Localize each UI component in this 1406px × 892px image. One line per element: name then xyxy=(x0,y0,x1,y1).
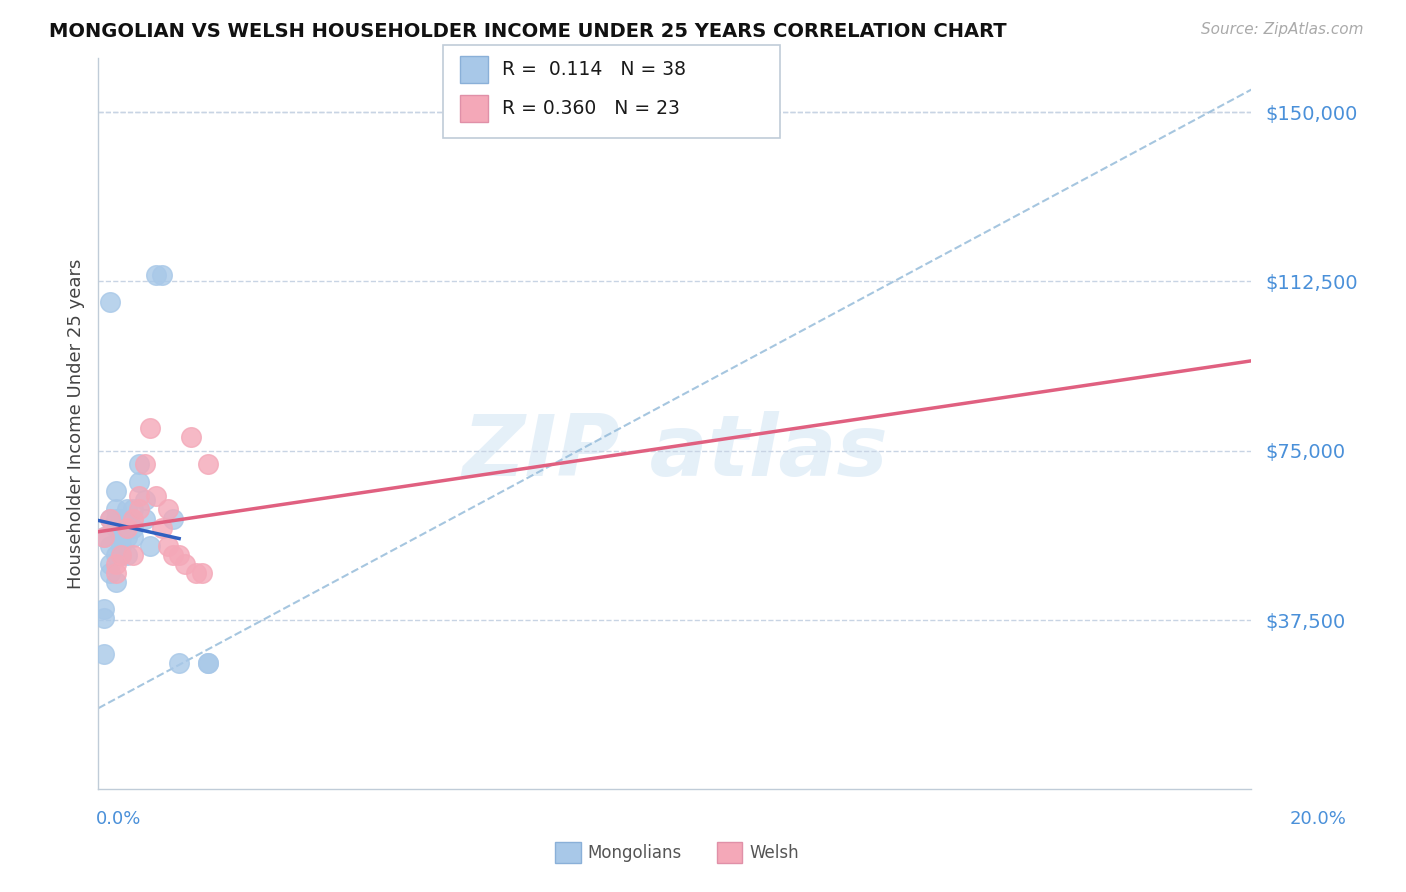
Point xyxy=(156,539,179,553)
Point xyxy=(197,458,219,472)
Point xyxy=(117,502,139,516)
Point xyxy=(191,566,214,580)
Point xyxy=(134,493,156,508)
Point xyxy=(93,602,115,616)
Point xyxy=(104,502,127,516)
Text: 0.0%: 0.0% xyxy=(96,810,141,828)
Point xyxy=(98,511,121,525)
Point xyxy=(197,656,219,670)
Point xyxy=(104,566,127,580)
Text: Welsh: Welsh xyxy=(749,844,799,862)
Point xyxy=(117,548,139,562)
Point xyxy=(186,566,208,580)
Point xyxy=(104,548,127,562)
Text: ZIP atlas: ZIP atlas xyxy=(463,411,887,494)
Text: MONGOLIAN VS WELSH HOUSEHOLDER INCOME UNDER 25 YEARS CORRELATION CHART: MONGOLIAN VS WELSH HOUSEHOLDER INCOME UN… xyxy=(49,22,1007,41)
Point xyxy=(117,520,139,534)
Y-axis label: Householder Income Under 25 years: Householder Income Under 25 years xyxy=(66,259,84,589)
Point xyxy=(117,520,139,534)
Point xyxy=(122,548,145,562)
Point xyxy=(139,539,162,553)
Point xyxy=(98,294,121,309)
Point xyxy=(150,520,173,534)
Point xyxy=(156,502,179,516)
Point xyxy=(150,268,173,282)
Point xyxy=(117,530,139,544)
Point xyxy=(139,421,162,435)
Point xyxy=(104,574,127,589)
Text: R = 0.360   N = 23: R = 0.360 N = 23 xyxy=(502,99,681,119)
Point xyxy=(98,557,121,571)
Text: Source: ZipAtlas.com: Source: ZipAtlas.com xyxy=(1201,22,1364,37)
Point xyxy=(128,458,150,472)
Text: R =  0.114   N = 38: R = 0.114 N = 38 xyxy=(502,60,686,79)
Point xyxy=(110,530,132,544)
Point xyxy=(134,511,156,525)
Point xyxy=(128,475,150,490)
Point xyxy=(93,530,115,544)
Point xyxy=(145,268,167,282)
Point xyxy=(98,566,121,580)
Point xyxy=(122,511,145,525)
Point xyxy=(180,430,202,444)
Point xyxy=(93,530,115,544)
Point xyxy=(110,520,132,534)
Point xyxy=(110,548,132,562)
Point xyxy=(167,548,190,562)
Point xyxy=(110,548,132,562)
Point xyxy=(104,520,127,534)
Point xyxy=(110,539,132,553)
Point xyxy=(98,511,121,525)
Point xyxy=(162,511,184,525)
Point xyxy=(197,656,219,670)
Point xyxy=(104,484,127,499)
Point xyxy=(122,530,145,544)
Point xyxy=(128,489,150,503)
Point xyxy=(104,511,127,525)
Point xyxy=(167,656,190,670)
Point xyxy=(93,647,115,661)
Point xyxy=(128,502,150,516)
Point xyxy=(104,557,127,571)
Point xyxy=(98,539,121,553)
Point xyxy=(93,611,115,625)
Text: 20.0%: 20.0% xyxy=(1291,810,1347,828)
Point xyxy=(122,502,145,516)
Point xyxy=(134,458,156,472)
Text: Mongolians: Mongolians xyxy=(588,844,682,862)
Point xyxy=(110,511,132,525)
Point xyxy=(145,489,167,503)
Point xyxy=(174,557,197,571)
Point xyxy=(122,520,145,534)
Point xyxy=(162,548,184,562)
